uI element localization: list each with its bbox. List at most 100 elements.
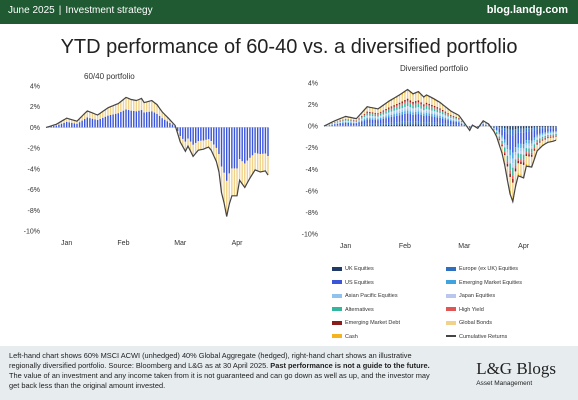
bar-segment	[55, 124, 58, 126]
bar-segment	[530, 140, 533, 144]
bar-segment	[417, 107, 420, 110]
bar-segment	[514, 159, 517, 166]
bar-segment	[536, 139, 538, 143]
bar-segment	[433, 100, 436, 106]
bar-segment	[382, 111, 385, 113]
site-link[interactable]: blog.landg.com	[486, 4, 568, 16]
bar-segment	[256, 127, 259, 154]
bar-segment	[169, 122, 171, 128]
bar-segment	[555, 127, 557, 132]
bar-segment	[350, 121, 352, 122]
bar-segment	[520, 164, 522, 175]
bar-segment	[382, 106, 385, 111]
bar-segment	[555, 135, 557, 136]
bar-segment	[541, 140, 544, 145]
bar-segment	[401, 101, 403, 103]
bar-segment	[514, 147, 517, 153]
bar-segment	[81, 116, 83, 121]
bar-segment	[86, 117, 89, 128]
bar-segment	[109, 106, 112, 115]
bar-segment	[552, 128, 555, 132]
bar-segment	[431, 99, 433, 105]
bar-segment	[458, 119, 460, 121]
bar-segment	[344, 124, 347, 126]
bar-segment	[401, 121, 403, 125]
bar-segment	[363, 125, 366, 127]
bar-segment	[528, 152, 530, 155]
bar-segment	[501, 137, 503, 140]
bar-segment	[249, 157, 251, 179]
bar-segment	[393, 116, 395, 123]
bar-segment	[436, 107, 439, 109]
bar-segment	[398, 102, 401, 105]
bar-segment	[436, 109, 439, 113]
bar-segment	[533, 150, 536, 158]
bar-segment	[482, 124, 484, 126]
bar-segment	[393, 112, 395, 115]
legend-swatch	[332, 293, 342, 298]
bar-segment	[431, 104, 433, 107]
y-tick-label: -6%	[306, 188, 318, 195]
legend-item: US Equities	[332, 280, 374, 286]
bar-segment	[417, 91, 420, 94]
bar-segment	[249, 127, 251, 158]
bar-segment	[202, 140, 205, 150]
bar-segment	[417, 121, 420, 125]
bar-segment	[358, 122, 360, 125]
bar-segment	[361, 117, 363, 119]
bar-segment	[241, 161, 243, 184]
bar-segment	[517, 173, 519, 176]
bar-segment	[420, 115, 422, 123]
bar-segment	[140, 110, 143, 128]
bar-segment	[361, 121, 363, 125]
bar-segment	[495, 126, 498, 127]
bar-segment	[425, 124, 428, 127]
x-tick-label: Apr	[518, 243, 530, 250]
bar-segment	[344, 120, 347, 122]
bar-segment	[390, 99, 393, 102]
bar-segment	[344, 121, 347, 122]
bar-segment	[390, 101, 393, 107]
bar-segment	[358, 116, 360, 119]
bar-segment	[555, 139, 557, 141]
bar-segment	[541, 139, 544, 141]
legend-item: Alternatives	[332, 307, 374, 313]
bar-segment	[238, 159, 241, 181]
bar-segment	[164, 114, 166, 120]
bar-segment	[344, 116, 347, 119]
bar-segment	[512, 126, 514, 130]
bar-segment	[536, 138, 538, 140]
bar-segment	[246, 127, 249, 161]
bar-segment	[512, 158, 514, 164]
bar-segment	[63, 122, 65, 128]
bar-segment	[417, 109, 420, 112]
bar-segment	[506, 133, 509, 146]
bar-segment	[140, 98, 143, 111]
header-section[interactable]: Investment strategy	[65, 5, 153, 16]
bar-segment	[385, 124, 387, 127]
brand-logo[interactable]: L&G Blogs Asset Management	[476, 359, 556, 387]
bar-segment	[541, 138, 544, 140]
bar-segment	[347, 122, 350, 123]
bar-segment	[393, 114, 395, 117]
bar-segment	[393, 98, 395, 100]
legend-swatch	[446, 307, 456, 312]
bar-segment	[544, 138, 546, 140]
bar-segment	[143, 102, 145, 113]
bar-segment	[361, 120, 363, 122]
bar-segment	[495, 127, 498, 130]
bar-segment	[404, 101, 406, 104]
bar-segment	[433, 111, 436, 113]
bar-segment	[509, 170, 511, 174]
bar-segment	[528, 143, 530, 146]
bar-segment	[233, 168, 236, 196]
bar-segment	[530, 156, 533, 166]
bar-segment	[547, 126, 549, 127]
bar-segment	[374, 114, 376, 117]
bar-segment	[336, 123, 339, 126]
bar-segment	[404, 91, 406, 94]
bar-segment	[207, 139, 210, 148]
bar-segment	[363, 117, 366, 119]
bar-segment	[192, 144, 194, 157]
bar-segment	[539, 142, 541, 148]
